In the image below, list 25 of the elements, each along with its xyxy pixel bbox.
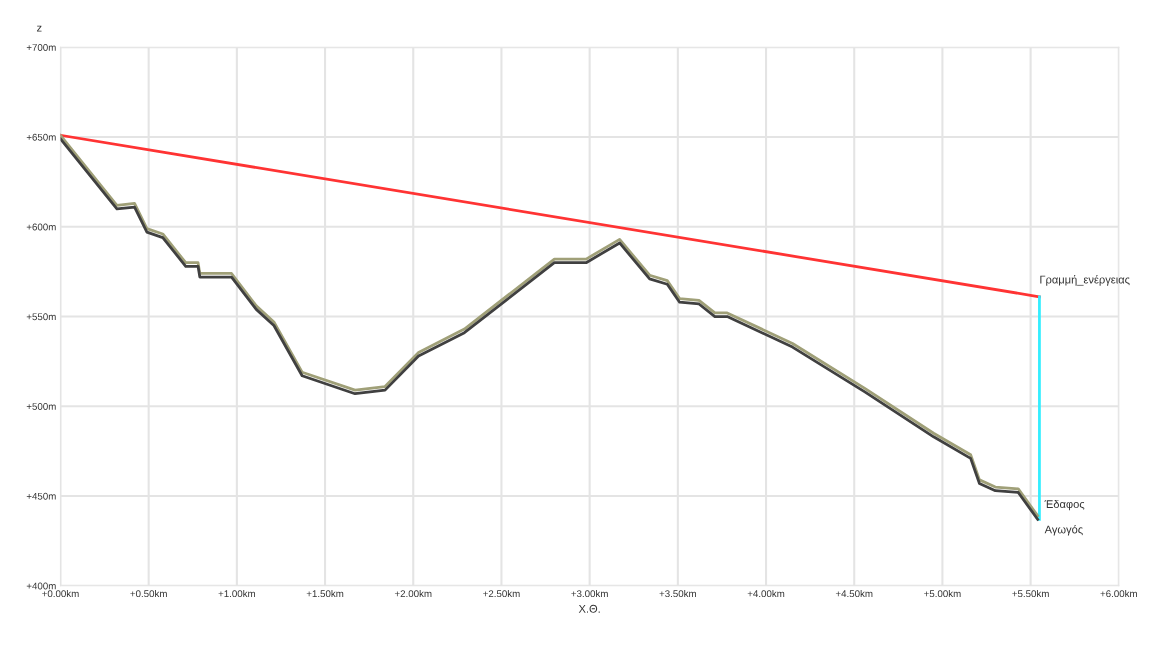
series-label: Αγωγός bbox=[1044, 524, 1083, 536]
y-tick-label: +650m bbox=[26, 133, 56, 141]
x-tick-label: +3.00km bbox=[571, 589, 608, 598]
y-tick-label: +700m bbox=[26, 44, 56, 51]
y-tick-label: +500m bbox=[26, 403, 56, 410]
x-tick-label: +0.00km bbox=[42, 589, 79, 598]
y-tick-label: +600m bbox=[26, 223, 56, 231]
x-tick-label: +6.00km bbox=[1100, 589, 1137, 598]
x-tick-label: +2.00km bbox=[394, 589, 432, 598]
x-tick-label: +5.00km bbox=[924, 589, 961, 598]
x-tick-label: +5.50km bbox=[1012, 589, 1049, 598]
x-tick-label: +1.00km bbox=[218, 589, 255, 598]
x-tick-label: +4.50km bbox=[835, 589, 873, 598]
x-tick-label: +2.50km bbox=[483, 589, 520, 598]
x-tick-label: +3.50km bbox=[659, 589, 696, 598]
x-tick-label: +4.00km bbox=[747, 589, 785, 598]
y-tick-label: +400m bbox=[26, 582, 56, 590]
x-tick-label: +1.50km bbox=[306, 589, 344, 598]
series-label: Γραμμή_ενέργειας bbox=[1040, 275, 1130, 286]
y-axis-title: z bbox=[36, 25, 42, 32]
y-tick-label: +550m bbox=[26, 313, 56, 321]
y-tick-label: +450m bbox=[26, 492, 56, 500]
x-tick-label: +0.50km bbox=[130, 589, 167, 598]
x-axis-title: X.Θ. bbox=[578, 604, 600, 613]
series-label: Έδαφος bbox=[1044, 499, 1085, 511]
